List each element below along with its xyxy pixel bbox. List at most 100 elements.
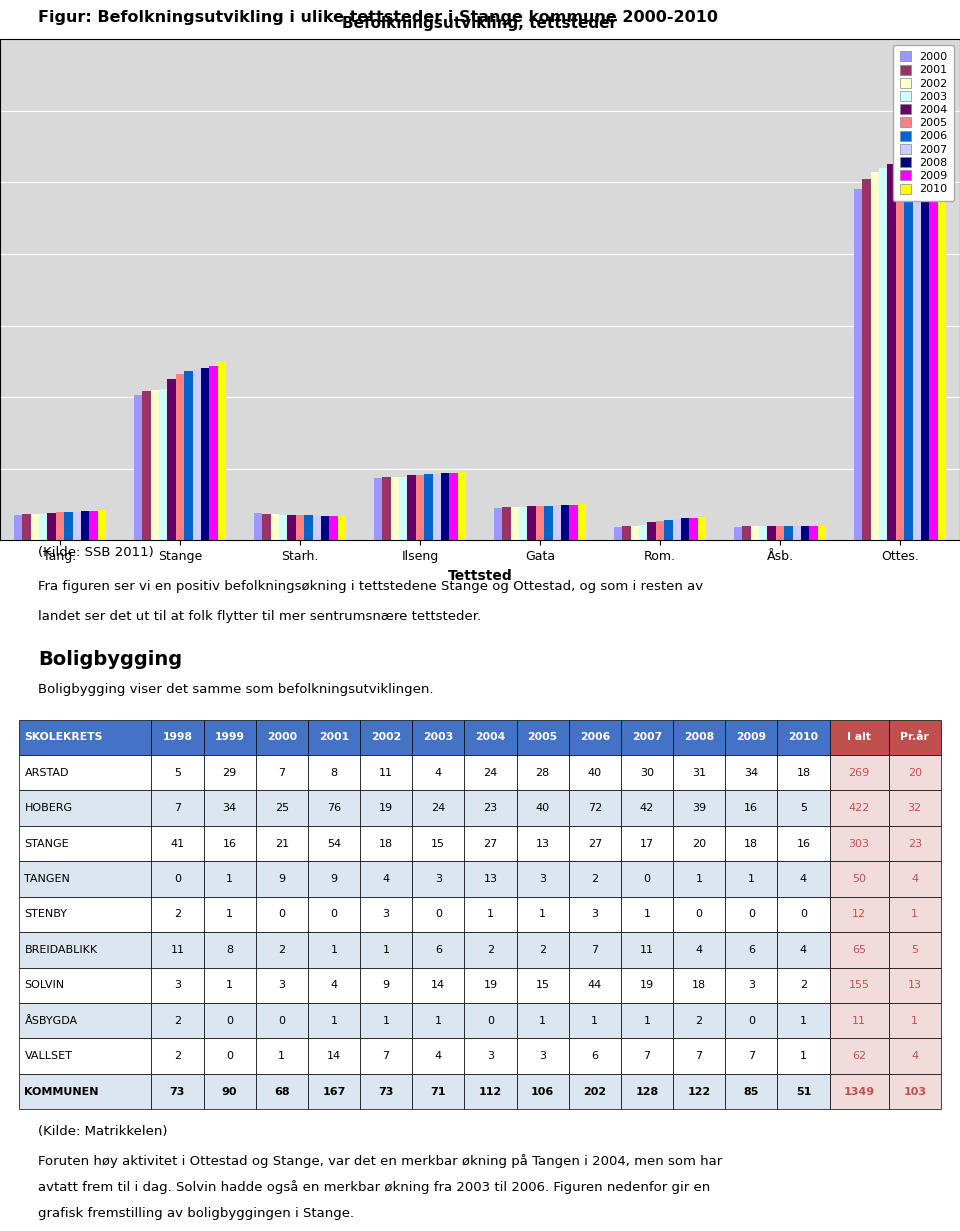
- Bar: [516, 968, 568, 1003]
- Bar: [313, 516, 321, 540]
- Bar: [889, 968, 941, 1003]
- Bar: [568, 1039, 621, 1073]
- Bar: [360, 1073, 412, 1109]
- Text: 8: 8: [226, 945, 233, 955]
- Bar: [613, 527, 622, 540]
- Bar: [458, 473, 467, 540]
- Bar: [516, 862, 568, 896]
- Text: 2009: 2009: [736, 732, 766, 742]
- Text: 1: 1: [330, 1016, 337, 1025]
- Text: 3: 3: [435, 874, 442, 884]
- Bar: [639, 524, 647, 540]
- Bar: [904, 158, 913, 540]
- Text: 2: 2: [539, 945, 546, 955]
- Bar: [829, 1039, 889, 1073]
- X-axis label: Tettsted: Tettsted: [447, 569, 513, 582]
- Bar: [39, 513, 47, 540]
- Text: 72: 72: [588, 803, 602, 814]
- Bar: [329, 516, 338, 540]
- Bar: [656, 521, 664, 540]
- Text: 5: 5: [174, 768, 180, 778]
- Text: 0: 0: [227, 1016, 233, 1025]
- Text: 62: 62: [852, 1051, 866, 1061]
- Bar: [778, 1003, 829, 1039]
- Bar: [449, 473, 458, 540]
- Text: 0: 0: [174, 874, 180, 884]
- Text: 27: 27: [588, 838, 602, 848]
- Text: 30: 30: [640, 768, 654, 778]
- Bar: [621, 932, 673, 968]
- Text: 1: 1: [227, 980, 233, 990]
- Bar: [647, 522, 656, 540]
- Text: (Kilde: SSB 2011): (Kilde: SSB 2011): [38, 545, 155, 559]
- Bar: [412, 755, 465, 790]
- Text: 1: 1: [383, 1016, 390, 1025]
- Text: 50: 50: [852, 874, 866, 884]
- Text: 4: 4: [435, 1051, 442, 1061]
- Text: 34: 34: [223, 803, 237, 814]
- Bar: [568, 1073, 621, 1109]
- Text: 3: 3: [383, 910, 390, 920]
- Bar: [412, 862, 465, 896]
- Bar: [778, 932, 829, 968]
- Bar: [159, 389, 167, 540]
- Bar: [536, 506, 544, 540]
- Bar: [801, 526, 809, 540]
- Text: ÅSBYGDA: ÅSBYGDA: [25, 1016, 78, 1025]
- Bar: [360, 932, 412, 968]
- Bar: [152, 862, 204, 896]
- Bar: [853, 190, 862, 540]
- Text: 15: 15: [536, 980, 549, 990]
- Text: grafisk fremstilling av boligbyggingen i Stange.: grafisk fremstilling av boligbyggingen i…: [38, 1206, 354, 1220]
- Bar: [568, 755, 621, 790]
- Text: 31: 31: [692, 768, 707, 778]
- Text: 23: 23: [907, 838, 922, 848]
- Bar: [287, 515, 296, 540]
- Bar: [621, 1003, 673, 1039]
- Bar: [255, 896, 308, 932]
- Bar: [308, 755, 360, 790]
- Bar: [568, 1003, 621, 1039]
- Bar: [19, 1073, 152, 1109]
- Text: 4: 4: [911, 1051, 919, 1061]
- Bar: [767, 527, 776, 540]
- Bar: [568, 720, 621, 755]
- Bar: [516, 1039, 568, 1073]
- Bar: [19, 896, 152, 932]
- Bar: [725, 1039, 778, 1073]
- Bar: [621, 862, 673, 896]
- Bar: [407, 475, 416, 540]
- Text: STANGE: STANGE: [25, 838, 69, 848]
- Text: 1: 1: [800, 1051, 807, 1061]
- Bar: [673, 720, 725, 755]
- Bar: [204, 968, 255, 1003]
- Bar: [19, 932, 152, 968]
- Bar: [360, 790, 412, 826]
- Bar: [829, 932, 889, 968]
- Text: 1349: 1349: [844, 1087, 875, 1097]
- Text: 7: 7: [643, 1051, 651, 1061]
- Text: 19: 19: [379, 803, 394, 814]
- Text: 269: 269: [849, 768, 870, 778]
- Bar: [673, 896, 725, 932]
- Text: 40: 40: [536, 803, 550, 814]
- Bar: [829, 896, 889, 932]
- Bar: [308, 1073, 360, 1109]
- Bar: [412, 720, 465, 755]
- Bar: [22, 515, 31, 540]
- Text: (Kilde: Matrikkelen): (Kilde: Matrikkelen): [38, 1125, 168, 1139]
- Text: 202: 202: [584, 1087, 607, 1097]
- Bar: [296, 516, 304, 540]
- Bar: [308, 932, 360, 968]
- Bar: [725, 720, 778, 755]
- Bar: [416, 475, 424, 540]
- Text: SKOLEKRETS: SKOLEKRETS: [25, 732, 103, 742]
- Text: 41: 41: [170, 838, 184, 848]
- Text: 7: 7: [278, 768, 285, 778]
- Bar: [784, 527, 793, 540]
- Text: 39: 39: [692, 803, 707, 814]
- Text: 20: 20: [692, 838, 707, 848]
- Text: 2: 2: [591, 874, 598, 884]
- Bar: [759, 526, 767, 540]
- Bar: [778, 1073, 829, 1109]
